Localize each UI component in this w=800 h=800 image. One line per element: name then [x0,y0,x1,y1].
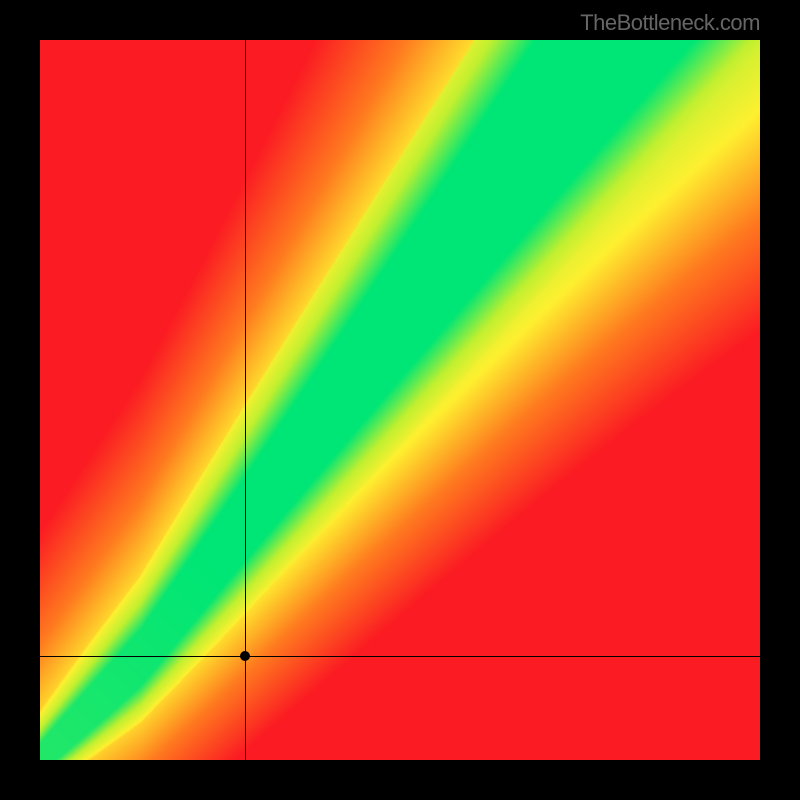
crosshair-horizontal [40,656,760,657]
watermark-text: TheBottleneck.com [580,10,760,36]
crosshair-marker [240,651,250,661]
heatmap-plot [40,40,760,760]
heatmap-canvas [40,40,760,760]
